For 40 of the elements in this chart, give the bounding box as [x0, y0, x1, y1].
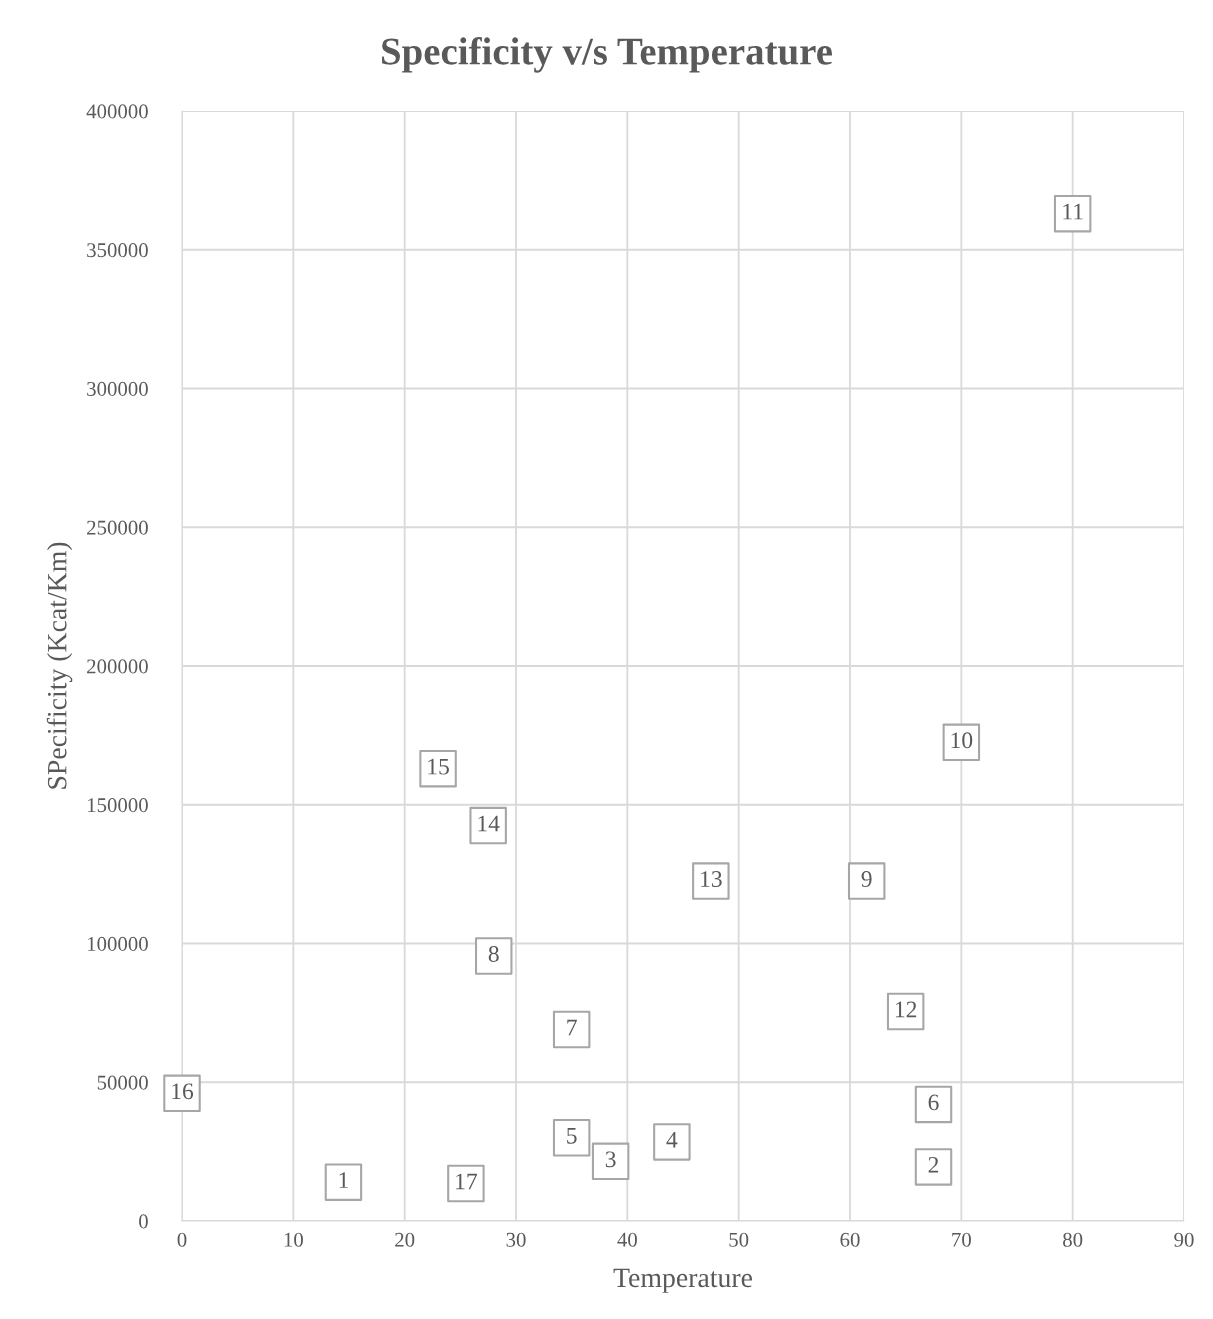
annotation: 17: [456, 1173, 478, 1190]
y-axis-title: SPecificity (Kcat/Km): [46, 542, 73, 789]
x-tick-label: 80: [1063, 1232, 1083, 1247]
x-tick-label: 70: [952, 1232, 971, 1247]
annotation: 8: [488, 945, 499, 962]
annotation: 12: [895, 1001, 917, 1018]
x-tick-label: 40: [617, 1232, 637, 1247]
x-tick-label: 90: [1174, 1232, 1194, 1247]
x-tick-label: 20: [395, 1232, 415, 1247]
x-tick-label: 0: [177, 1232, 187, 1247]
y-tick-label: 350000: [87, 243, 148, 258]
annotation: 13: [701, 871, 722, 887]
annotation: 7: [567, 1019, 577, 1036]
x-tick-label: 50: [729, 1232, 749, 1247]
annotation: 5: [567, 1127, 577, 1144]
x-tick-label: 10: [284, 1232, 303, 1247]
annotation: 6: [928, 1094, 939, 1111]
annotation: 10: [951, 732, 973, 749]
annotation: 14: [478, 815, 500, 832]
x-tick-label: 30: [506, 1232, 526, 1247]
y-tick-label: 0: [139, 1214, 148, 1229]
annotation: 3: [605, 1151, 616, 1168]
point: [324, 1163, 363, 1201]
y-tick-label: 100000: [88, 936, 148, 951]
y-tick-label: 400000: [86, 104, 148, 119]
annotation: 11: [1063, 203, 1083, 220]
y-tick-label: 150000: [88, 798, 148, 813]
annotation: 4: [666, 1132, 678, 1148]
y-tick-label: 250000: [87, 520, 148, 535]
x-tick-label: 60: [840, 1232, 860, 1247]
annotation: 2: [928, 1156, 939, 1173]
annotation: 16: [172, 1083, 194, 1100]
annotation: 15: [428, 758, 449, 775]
annotation: 1: [339, 1172, 348, 1188]
chart-title: Specificity v/s Temperature: [382, 36, 832, 73]
y-tick-label: 200000: [87, 659, 148, 674]
annotation: 9: [861, 871, 872, 887]
y-tick-label: 300000: [87, 381, 148, 396]
y-tick-label: 50000: [97, 1075, 148, 1090]
x-axis-title: Temperature: [613, 1268, 753, 1293]
